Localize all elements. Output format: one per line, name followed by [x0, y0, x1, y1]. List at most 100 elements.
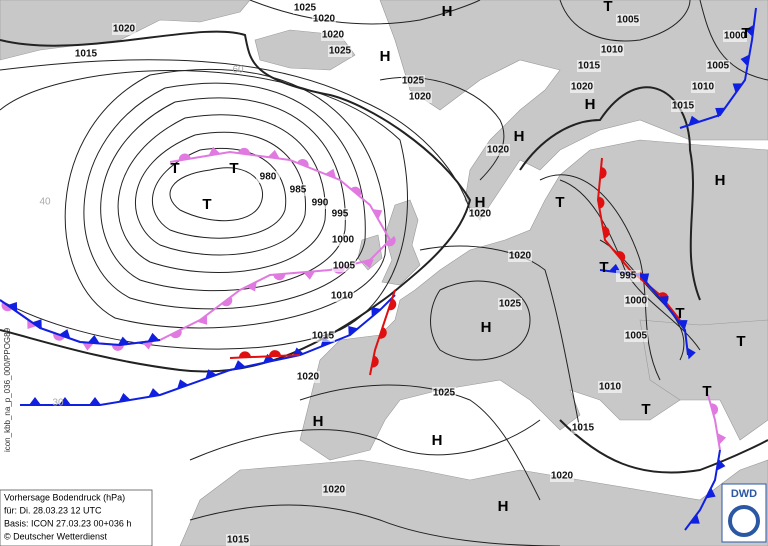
isobar	[519, 86, 701, 301]
latitude-label: 60	[232, 65, 244, 76]
isobar-label: 1020	[323, 485, 346, 496]
label-bg	[408, 91, 432, 103]
label-bg	[616, 14, 640, 26]
label-bg	[226, 534, 250, 546]
front-symbol	[371, 355, 379, 368]
front-symbol	[688, 115, 700, 126]
label-bg	[550, 470, 574, 482]
label-bg	[598, 381, 622, 393]
label-bg	[328, 208, 352, 220]
front-symbol	[53, 332, 65, 341]
pressure-center: H	[498, 498, 509, 515]
isobar	[83, 82, 366, 310]
front-symbol	[89, 397, 101, 405]
front-symbol	[59, 397, 71, 405]
label-bg	[498, 298, 522, 310]
front-symbol	[208, 146, 221, 156]
front-symbol	[246, 281, 257, 292]
scandinavia	[379, 0, 768, 221]
isobar	[100, 97, 346, 292]
pressure-center: H	[380, 48, 391, 65]
pressure-center: T	[555, 194, 564, 211]
info-title: Vorhersage Bodendruck (hPa)	[4, 492, 125, 502]
label-bg	[112, 23, 136, 35]
label-bg	[706, 60, 730, 72]
pressure-center: T	[229, 160, 238, 177]
pressure-center: T	[675, 305, 684, 322]
front-symbol	[324, 168, 337, 179]
pressure-center: T	[641, 401, 650, 418]
labels: 1020102510201020102510151025102010051000…	[39, 0, 751, 546]
front-symbol	[658, 296, 669, 306]
label-bg	[286, 184, 310, 196]
isobar-label: 1005	[707, 61, 730, 72]
front-symbol	[148, 388, 161, 397]
info-valid: für: Di. 28.03.23 12 UTC	[4, 505, 102, 515]
front-symbol	[362, 259, 374, 269]
isobar-label: 1020	[469, 209, 492, 220]
label-bg	[401, 75, 425, 87]
pressure-center: H	[514, 128, 525, 145]
front-symbol	[371, 306, 382, 317]
pressure-center: T	[736, 333, 745, 350]
isobar-label: 1015	[75, 49, 98, 60]
isobar-label: 1005	[617, 15, 640, 26]
isobar	[117, 114, 326, 273]
isobar-label: 1000	[625, 296, 648, 307]
front-line	[0, 299, 161, 347]
isobar-label: 1010	[601, 45, 624, 56]
front-symbol	[710, 403, 719, 416]
label-bg	[331, 234, 355, 246]
pressure-center: T	[170, 160, 179, 177]
isobar-label: 1025	[294, 3, 317, 14]
isobar-label: 990	[312, 198, 329, 209]
side-text: icon_kbb_na_p_036_000/PPOG89	[3, 327, 12, 452]
isobar	[189, 504, 561, 546]
pressure-center: H	[475, 194, 486, 211]
front-symbol	[263, 353, 275, 363]
isobar	[559, 419, 768, 474]
front-symbol	[705, 487, 716, 499]
front-symbol	[615, 251, 626, 262]
isobar	[249, 0, 481, 25]
isobar-label: 1025	[329, 46, 352, 57]
isobar	[189, 419, 541, 461]
isobar-label: 1020	[322, 30, 345, 41]
isobar-label: 1000	[724, 31, 747, 42]
pressure-center: H	[481, 319, 492, 336]
front-symbol	[87, 335, 100, 344]
turkey-middle-east	[639, 319, 768, 441]
info-base: Basis: ICON 27.03.23 00+036 h	[4, 518, 131, 528]
front-symbol	[238, 147, 251, 155]
front-symbol	[177, 379, 189, 389]
fronts	[0, 7, 757, 531]
front-symbol	[59, 329, 71, 339]
isobar	[699, 0, 768, 81]
front-symbol	[81, 342, 94, 351]
label-bg	[74, 48, 98, 60]
isobar-label: 1020	[297, 372, 320, 383]
label-bg	[321, 29, 345, 41]
isobar-label: 1020	[551, 471, 574, 482]
isobar-label: 1015	[672, 101, 695, 112]
pressure-center: T	[741, 25, 750, 42]
isobar-label: 1020	[487, 145, 510, 156]
front-symbol	[147, 332, 160, 342]
label-bg	[577, 60, 601, 72]
front-symbol	[118, 392, 131, 402]
front-symbol	[273, 273, 286, 281]
isobar	[419, 245, 581, 431]
front-symbol	[233, 360, 246, 370]
isobar-label: 1005	[625, 331, 648, 342]
label-bg	[293, 2, 317, 14]
isobar-label: 1015	[572, 423, 595, 434]
front-symbol	[687, 347, 696, 360]
latitude-label: 30	[52, 398, 64, 409]
pressure-center: H	[313, 413, 324, 430]
front-symbol	[348, 326, 358, 337]
isobar	[559, 0, 691, 42]
isobar-label: 980	[260, 172, 277, 183]
isobar-label: 995	[620, 271, 637, 282]
label-bg	[256, 171, 280, 183]
label-bg	[312, 13, 336, 25]
